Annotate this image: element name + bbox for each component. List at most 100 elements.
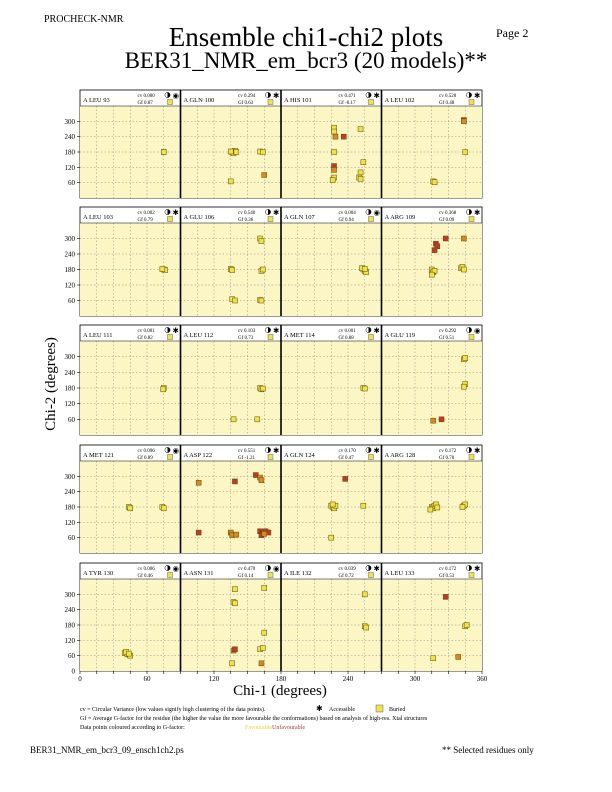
y-tick-label: 60 (68, 179, 76, 187)
footer-filename: BER31_NMR_em_bcr3_09_ensch1ch2.ps (30, 745, 184, 755)
data-point (442, 594, 449, 600)
accessible-icon: ✱ (374, 91, 381, 100)
gf-swatch (267, 454, 274, 460)
cv-dial-fill-icon (167, 327, 171, 333)
panel-cv-value: cv 0.172 (439, 449, 457, 454)
accessible-icon: ✱ (474, 208, 481, 217)
panel-cv-value: cv 0.001 (138, 329, 156, 334)
data-point (341, 133, 347, 140)
cv-dial-fill-icon (167, 447, 171, 453)
panel: A TYR 130 cv 0.006 Gf 0.46 ◉ (80, 564, 181, 671)
panel-residue-label: A GLU 119 (385, 332, 415, 339)
data-point (161, 505, 167, 512)
cv-dial-fill-icon (469, 447, 472, 453)
data-point (362, 591, 368, 598)
data-point (332, 133, 339, 140)
page-subtitle: BER31_NMR_em_bcr3 (20 models)** (124, 48, 488, 73)
legend-buried-swatch (375, 704, 384, 713)
data-point (459, 504, 466, 510)
data-point (258, 660, 265, 667)
data-point (260, 645, 266, 651)
gf-swatch (368, 572, 374, 578)
panel: A LEU 133 cv 0.172 Gf 0.53 ✱ (380, 563, 482, 671)
accessible-icon: ✱ (374, 326, 381, 335)
data-point (233, 149, 240, 155)
panel-residue-label: A LEU 103 (83, 214, 113, 221)
panel-residue-label: A GLU 106 (184, 214, 215, 221)
data-point (427, 506, 434, 513)
cv-dial-fill-icon (368, 327, 372, 333)
data-point (431, 179, 438, 185)
panel-residue-label: A LEU 102 (385, 97, 415, 104)
gf-swatch (167, 99, 173, 105)
panel-residue-label: A ARG 109 (385, 214, 416, 221)
data-point (159, 266, 166, 272)
gf-swatch (468, 572, 475, 578)
y-tick-label: 240 (65, 606, 76, 614)
data-point (329, 501, 336, 508)
y-tick-label: 180 (65, 622, 76, 630)
data-point (232, 586, 238, 592)
x-axis-label: Chi-1 (degrees) (233, 683, 327, 699)
y-tick-label: 60 (68, 534, 76, 542)
cv-dial-fill-icon (469, 327, 472, 333)
panel-residue-label: A MET 114 (284, 332, 315, 339)
gf-swatch (368, 454, 374, 460)
chart-axes: 60 120 180 240 300 60 120 180 240 300 60 120 180 240 3… (65, 118, 488, 683)
cv-dial-fill-icon (167, 92, 171, 98)
cv-dial-fill-icon (368, 209, 372, 215)
data-point (430, 655, 436, 661)
cv-dial-fill-icon (268, 209, 271, 215)
panel-gf-value: Gf 0.09 (439, 218, 455, 223)
panel-residue-label: A LEU 112 (184, 332, 214, 339)
data-point (429, 271, 435, 278)
data-point (438, 416, 445, 423)
data-point (161, 149, 167, 155)
cv-dial-fill-icon (167, 209, 171, 215)
y-tick-label: 240 (65, 133, 76, 141)
data-point (331, 149, 337, 155)
data-point (261, 172, 267, 178)
legend-unfavourable: Unfavourable (272, 724, 305, 731)
panel-cv-value: cv 0.520 (439, 94, 457, 99)
panel-gf-value: Gf 0.73 (238, 336, 254, 341)
data-point (461, 118, 467, 125)
accessible-icon: ✱ (273, 208, 280, 217)
panel-cv-value: cv 0.294 (238, 94, 256, 99)
data-point (260, 149, 266, 155)
panel-cv-value: cv 0.368 (439, 211, 457, 216)
panel-residue-label: A GLN 100 (184, 97, 215, 104)
gf-swatch (167, 454, 173, 460)
data-point (430, 417, 436, 424)
data-point (434, 243, 441, 249)
chart-panels: A LEU 93 cv 0.000 Gf 0.87 ◉ A GLN 100 cv 0.29… (80, 90, 482, 671)
panel-cv-value: cv 0.004 (339, 211, 357, 216)
gf-swatch (468, 334, 475, 340)
data-point (160, 386, 166, 393)
panel-gf-value: Gf 0.63 (238, 101, 254, 106)
panel-residue-label: A HIS 101 (284, 97, 312, 104)
data-point (126, 650, 132, 657)
program-name: PROCHECK-NMR (44, 14, 124, 25)
gf-swatch (468, 216, 475, 222)
gf-swatch (267, 572, 274, 578)
data-point (258, 297, 265, 304)
panel-cv-value: cv 0.471 (339, 94, 357, 99)
panel: A ILE 132 cv 0.039 Gf 0.72 ✱ (280, 563, 382, 671)
y-tick-label: 60 (68, 297, 76, 305)
panel-gf-value: Gf -0.17 (339, 101, 356, 106)
x-tick-label: 120 (209, 675, 220, 683)
legend-accessible-icon: ✱ (316, 704, 323, 713)
data-point (258, 238, 265, 244)
data-point (331, 167, 337, 173)
legend-buried-label: Buried (389, 707, 405, 713)
data-point (328, 534, 334, 541)
data-point (195, 529, 202, 536)
cv-dial-fill-icon (469, 565, 472, 571)
data-point (127, 505, 133, 512)
panel-residue-label: A LEU 111 (83, 332, 113, 339)
panel-gf-value: Gf 0.87 (138, 101, 154, 106)
panel-residue-label: A LEU 133 (385, 570, 415, 577)
panel: A HIS 101 cv 0.471 Gf -0.17 ✱ (280, 90, 382, 198)
cv-dial-fill-icon (268, 327, 271, 333)
